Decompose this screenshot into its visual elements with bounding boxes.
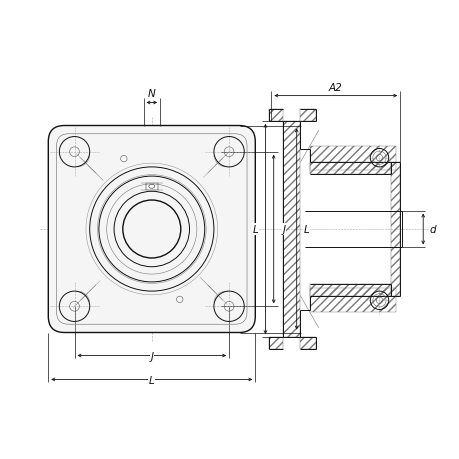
Text: A2: A2 xyxy=(328,83,342,93)
Text: d: d xyxy=(428,224,435,235)
Bar xyxy=(300,110,316,122)
Bar xyxy=(309,289,395,313)
Bar xyxy=(309,146,395,170)
Bar xyxy=(269,337,282,349)
Text: L: L xyxy=(303,224,309,235)
Bar xyxy=(300,337,316,349)
Text: L: L xyxy=(252,224,257,235)
FancyBboxPatch shape xyxy=(48,126,255,333)
Bar xyxy=(309,285,390,296)
Bar xyxy=(390,163,399,296)
Text: L: L xyxy=(149,375,154,386)
Bar xyxy=(269,110,282,122)
Text: N: N xyxy=(148,89,155,99)
Bar xyxy=(309,163,390,174)
Bar xyxy=(146,184,157,191)
Bar xyxy=(282,122,300,337)
Text: J: J xyxy=(150,352,153,362)
Text: J: J xyxy=(282,224,285,235)
